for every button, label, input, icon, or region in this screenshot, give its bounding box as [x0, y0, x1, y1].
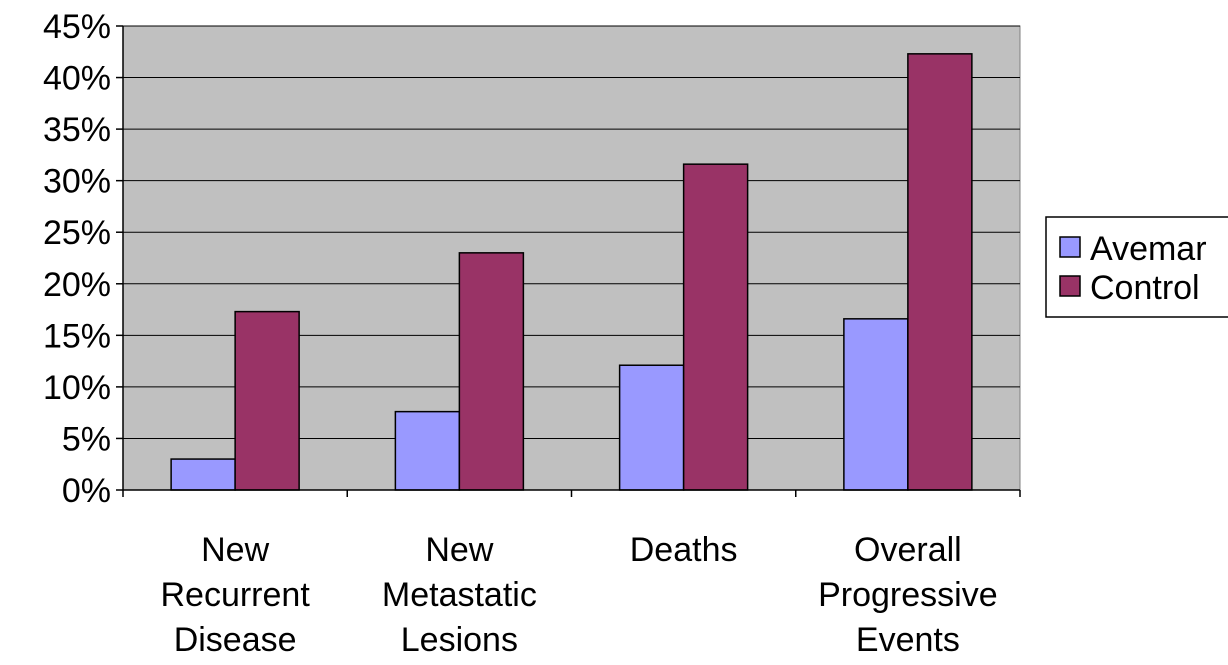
axes	[116, 25, 1021, 497]
category-label: New Recurrent Disease	[160, 531, 310, 659]
y-tick-label: 35%	[43, 111, 111, 149]
y-tick-label: 0%	[62, 472, 111, 510]
y-axis-tick-labels: 0% 5% 10% 15% 20% 25% 30% 35% 40% 45%	[43, 8, 111, 510]
y-tick-label: 45%	[43, 8, 111, 46]
y-tick-label: 20%	[43, 266, 111, 304]
category-label: Deaths	[630, 531, 738, 569]
bar-control-2	[682, 163, 749, 491]
legend-label-avemar: Avemar	[1090, 230, 1207, 268]
bar-avemar-0	[170, 458, 236, 491]
y-tick-label: 15%	[43, 317, 111, 355]
bar-avemar-1	[394, 410, 461, 491]
legend-label-control: Control	[1090, 269, 1200, 307]
bar-control-1	[458, 252, 525, 491]
bar-avemar-3	[843, 318, 909, 491]
bar-control-3	[907, 53, 973, 491]
bar-avemar-2	[618, 364, 685, 491]
y-tick-label: 25%	[43, 214, 111, 252]
y-tick-label: 10%	[43, 369, 111, 407]
category-label: New Metastatic Lesions	[382, 531, 537, 659]
legend-swatch-avemar	[1059, 236, 1081, 258]
y-tick-label: 40%	[43, 60, 111, 98]
legend-swatch-control	[1059, 275, 1081, 297]
y-tick-label: 5%	[62, 420, 111, 458]
legend-box	[1045, 216, 1228, 318]
bars	[170, 53, 973, 491]
category-label: Overall Progressive Events	[818, 531, 998, 659]
x-axis-category-labels: New Recurrent Disease New Metastatic Lesions D…	[160, 531, 997, 659]
y-tick-label: 30%	[43, 163, 111, 201]
bar-control-0	[234, 310, 300, 491]
